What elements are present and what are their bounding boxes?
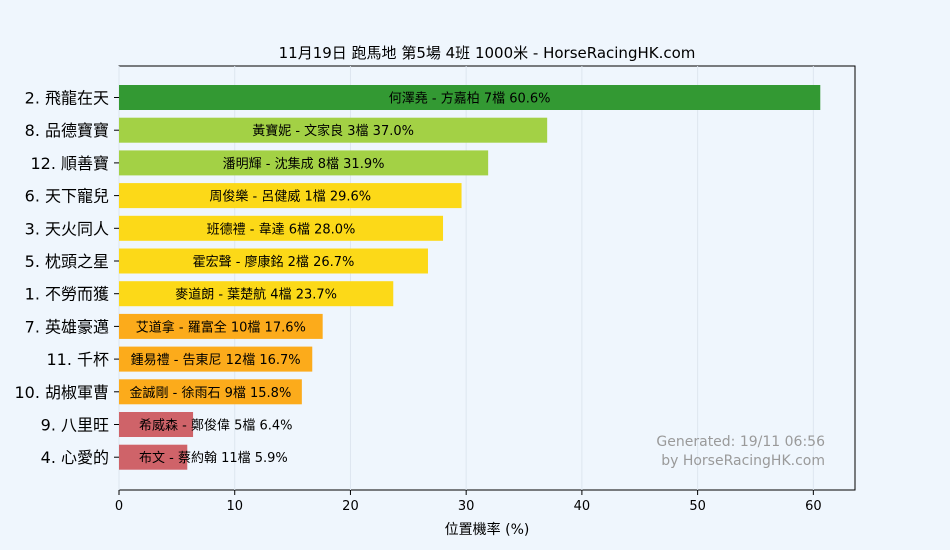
bar-labels: 何澤堯 - 方嘉柏 7檔 60.6% 黃寶妮 - 文家良 3檔 37.0% 潘明輝 …	[130, 91, 551, 467]
y-tick-label: 5. 枕頭之星	[25, 252, 109, 271]
bar	[119, 117, 548, 143]
bar-data-label: 周俊樂 - 呂健威 1檔 29.6%	[209, 189, 371, 205]
y-tick-label: 2. 飛龍在天	[25, 89, 109, 108]
x-tick-label: 20	[342, 499, 359, 514]
x-tick-label: 10	[226, 499, 243, 514]
x-tick-label: 40	[574, 499, 591, 514]
bar	[119, 379, 302, 405]
bar	[119, 215, 444, 241]
bar	[119, 444, 188, 470]
x-tick-label: 0	[115, 499, 123, 514]
bars	[119, 85, 821, 470]
x-tick-labels: 0 10 20 30 40 50 60	[115, 490, 822, 514]
y-tick-label: 4. 心愛的	[41, 448, 109, 467]
bar-data-label: 潘明輝 - 沈集成 8檔 31.9%	[223, 156, 385, 172]
y-tick-label: 9. 八里旺	[41, 416, 109, 435]
y-tick-label: 11. 千杯	[46, 350, 109, 369]
y-tick-label: 3. 天火同人	[25, 219, 109, 238]
bar	[119, 313, 323, 339]
bar-data-label: 布文 - 蔡約翰 11檔 5.9%	[139, 451, 288, 466]
bar	[119, 412, 194, 437]
y-tick-label: 8. 品德寶寶	[25, 121, 109, 140]
y-tick-labels: 2. 飛龍在天 8. 品德寶寶 12. 順善寶 6. 天下寵兒 3. 天火同人 5. 枕頭…	[14, 89, 119, 467]
bar	[119, 150, 489, 176]
bar-data-label: 何澤堯 - 方嘉柏 7檔 60.6%	[389, 91, 551, 107]
x-axis-label: 位置機率 (%)	[445, 521, 530, 538]
x-tick-label: 60	[805, 499, 822, 514]
chart-title: 11月19日 跑馬地 第5場 4班 1000米 - HorseRacingHK.…	[279, 44, 696, 62]
y-tick-label: 6. 天下寵兒	[25, 187, 109, 206]
watermark-line-1: Generated: 19/11 06:56	[656, 434, 825, 450]
bar-data-label: 希威森 - 鄭俊偉 5檔 6.4%	[139, 419, 293, 434]
bar	[119, 248, 428, 274]
bar-data-label: 金誠剛 - 徐雨石 9檔 15.8%	[130, 385, 292, 401]
y-tick-label: 1. 不勞而獲	[25, 285, 109, 304]
y-tick-label: 12. 順善寶	[30, 154, 109, 173]
bar	[119, 183, 462, 209]
bar	[119, 85, 821, 110]
y-tick-label: 7. 英雄豪邁	[25, 317, 109, 336]
x-tick-label: 30	[458, 499, 475, 514]
bar-data-label: 鍾易禮 - 告東尼 12檔 16.7%	[131, 352, 301, 368]
bar-data-label: 艾道拿 - 羅富全 10檔 17.6%	[136, 319, 306, 335]
x-tick-label: 50	[689, 499, 706, 514]
y-tick-label: 10. 胡椒軍曹	[14, 383, 109, 402]
watermark-line-2: by HorseRacingHK.com	[661, 453, 825, 469]
bar	[119, 346, 313, 372]
bar	[119, 281, 394, 307]
bar-data-label: 麥道朗 - 葉楚航 4檔 23.7%	[175, 287, 337, 303]
bar-data-label: 班德禮 - 韋達 6檔 28.0%	[207, 222, 356, 237]
bar-data-label: 黃寶妮 - 文家良 3檔 37.0%	[252, 123, 414, 139]
bar-data-label: 霍宏聲 - 廖康銘 2檔 26.7%	[193, 254, 355, 270]
